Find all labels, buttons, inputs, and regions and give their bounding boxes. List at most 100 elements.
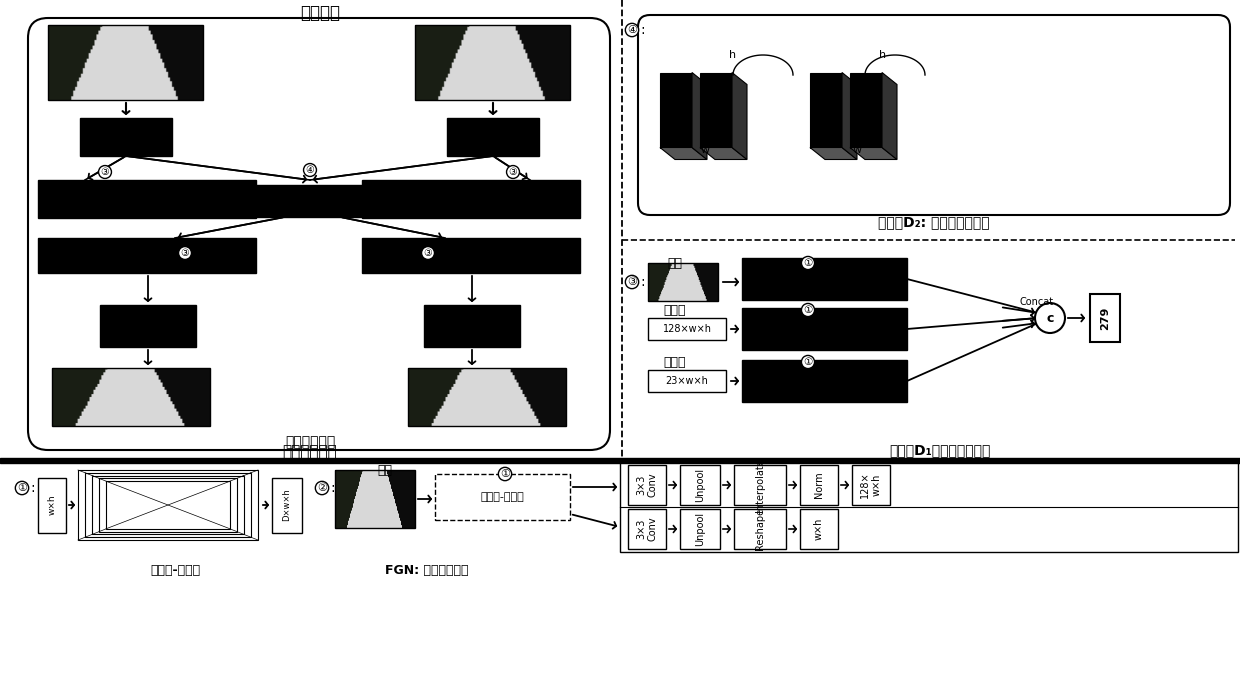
Text: ①: ① [804,258,812,268]
Bar [446,118,539,156]
Text: Unpool: Unpool [694,468,706,502]
Text: ①: ① [804,305,812,315]
Bar [253,185,370,217]
Text: D×w×h: D×w×h [283,489,291,521]
Polygon shape [660,148,707,160]
Text: Norm: Norm [813,472,825,498]
Bar [48,25,203,100]
Text: 23×w×h: 23×w×h [666,376,708,386]
Text: :: : [330,481,335,495]
Bar [362,238,580,273]
Text: 双目图像: 双目图像 [300,4,340,22]
Text: ③: ③ [100,167,109,177]
Polygon shape [842,72,857,160]
Text: 3×3
Conv: 3×3 Conv [636,473,657,498]
Text: ③: ③ [508,167,517,177]
Text: ②: ② [317,483,327,493]
Polygon shape [732,72,746,160]
Text: ③: ③ [627,277,637,287]
Bar [649,263,718,301]
Text: ①: ① [804,357,812,367]
Text: :: : [640,23,645,37]
Bar [1090,294,1120,342]
Bar [680,465,720,505]
Text: 图像: 图像 [377,464,393,477]
Text: ③: ③ [181,248,190,258]
Bar [86,473,250,537]
Text: 128×
w×h: 128× w×h [861,472,882,498]
Bar [734,509,786,549]
Text: c: c [1047,312,1054,325]
Bar [0,458,1240,463]
Text: 判别器D₂: 几何语义一致性: 判别器D₂: 几何语义一致性 [878,215,990,229]
Bar [852,465,890,505]
Bar [81,118,172,156]
Bar [408,368,565,426]
Text: h: h [879,50,887,60]
Bar [627,509,666,549]
Polygon shape [849,72,882,148]
Polygon shape [660,72,692,148]
Bar [680,509,720,549]
Text: ①: ① [500,469,510,479]
Bar [272,478,303,533]
Polygon shape [810,148,857,160]
FancyBboxPatch shape [29,18,610,450]
Text: ④: ④ [305,165,315,175]
Text: h: h [729,50,737,60]
FancyBboxPatch shape [435,474,570,520]
Bar [620,462,1238,552]
Text: 语义图: 语义图 [663,355,686,369]
Text: FGN: 特征生成模块: FGN: 特征生成模块 [386,564,469,577]
Text: ③: ③ [424,248,433,258]
Text: 判别器D₁：数据分布判别: 判别器D₁：数据分布判别 [889,443,991,457]
Text: Reshape: Reshape [755,508,765,550]
Bar [649,318,725,340]
Bar [627,465,666,505]
Text: 128×w×h: 128×w×h [662,324,712,334]
Bar [52,368,210,426]
Text: 3×3
Conv: 3×3 Conv [636,517,657,541]
Text: :: : [30,481,35,495]
Text: w×h: w×h [47,495,57,516]
Text: 描述子: 描述子 [663,303,686,316]
Bar [38,238,255,273]
Polygon shape [882,72,897,160]
Bar [92,475,244,534]
Text: Unpool: Unpool [694,512,706,546]
Polygon shape [692,72,707,160]
Bar [649,370,725,392]
Text: 图像: 图像 [667,257,682,269]
Bar [742,258,906,300]
Text: Interpolate: Interpolate [755,458,765,512]
Bar [742,360,906,402]
Text: ①: ① [17,483,27,493]
Bar [742,308,906,350]
Bar [800,509,838,549]
Bar [424,305,520,347]
Polygon shape [810,72,842,148]
Polygon shape [849,148,897,160]
Bar [38,478,66,533]
Circle shape [1035,303,1065,333]
Bar [362,180,580,218]
Bar [100,305,196,347]
Text: Concat: Concat [1021,297,1054,307]
FancyBboxPatch shape [639,15,1230,215]
Bar [335,470,415,528]
Polygon shape [701,72,732,148]
Text: 判别网络框架: 判别网络框架 [283,444,337,459]
Text: w: w [701,145,709,155]
Bar [800,465,838,505]
Text: 时序相邻图像: 时序相邻图像 [285,435,335,449]
Bar [38,180,255,218]
Bar [415,25,570,100]
Text: ④: ④ [627,25,637,35]
Bar [78,470,258,540]
Bar [105,481,229,529]
Text: 279: 279 [1100,306,1110,330]
Text: w: w [852,145,862,155]
Text: 编码器-解码器: 编码器-解码器 [480,492,523,502]
Bar [99,478,237,532]
Polygon shape [701,148,746,160]
